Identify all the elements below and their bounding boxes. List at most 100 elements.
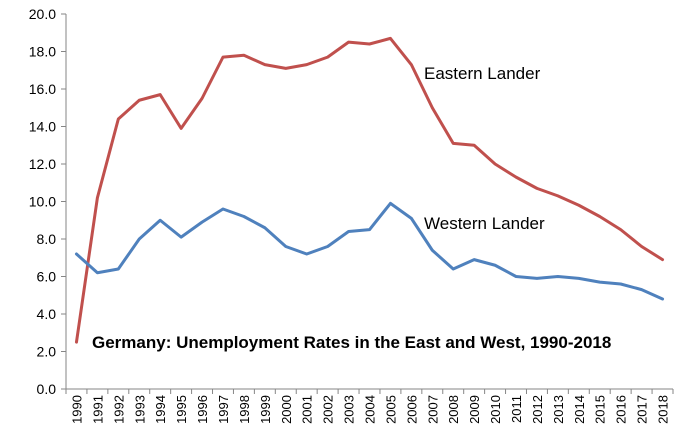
y-tick-label: 0.0 [37, 381, 57, 397]
eastern-data-point [284, 67, 287, 70]
eastern-data-point [117, 117, 120, 121]
eastern-data-point [158, 93, 162, 96]
y-tick-label: 20.0 [29, 6, 56, 22]
western-data-point [263, 226, 267, 229]
eastern-data-point [263, 63, 267, 66]
axes [61, 13, 674, 394]
x-tick-label: 1990 [69, 395, 84, 424]
eastern-data-point [75, 340, 78, 344]
y-tick-label: 10.0 [29, 194, 56, 210]
x-tick-label: 1991 [90, 395, 105, 424]
western-data-point [514, 275, 518, 278]
x-tick-label: 2012 [530, 395, 545, 424]
chart-title: Germany: Unemployment Rates in the East … [92, 333, 611, 352]
western-data-point [598, 280, 601, 284]
western-data-point [619, 282, 622, 286]
western-data-point [158, 219, 162, 222]
western-data-point [96, 271, 99, 274]
western-data-point [410, 217, 413, 220]
x-tick-label: 1993 [132, 395, 147, 424]
y-tick-label: 4.0 [37, 306, 57, 322]
y-tick-label: 16.0 [29, 81, 56, 97]
x-tick-label: 2006 [404, 395, 419, 424]
eastern-data-point [493, 162, 497, 166]
eastern-data-point [431, 106, 434, 109]
western-data-point [200, 220, 204, 224]
eastern-data-point [221, 55, 225, 59]
eastern-data-point [535, 187, 539, 190]
western-data-point [535, 277, 539, 280]
x-tick-label: 2018 [656, 395, 671, 424]
y-tick-label: 18.0 [29, 44, 56, 60]
western-data-point [493, 264, 497, 267]
western-data-point [221, 207, 225, 211]
x-tick-label: 2015 [593, 395, 608, 424]
eastern-data-point [389, 37, 392, 40]
western-data-point [284, 245, 287, 248]
western-data-point [452, 267, 455, 271]
x-tick-label: 1996 [195, 395, 210, 424]
western-data-point [389, 202, 392, 205]
y-tick-label: 2.0 [37, 344, 57, 360]
x-tick-label: 2013 [551, 395, 566, 424]
y-axis-tick-labels: 0.0 2.0 4.0 6.0 8.0 10.0 12.0 14.0 16.0 18.0 20.0 [29, 6, 56, 397]
western-data-point [640, 288, 643, 291]
x-axis-tick-labels: 1990 1991 1992 1993 1994 1995 1996 1997 1998 1999… [69, 395, 670, 424]
western-data-point [661, 297, 664, 301]
x-tick-label: 2008 [446, 395, 461, 424]
x-tick-label: 1992 [111, 395, 126, 424]
series-label-eastern: Eastern Lander [424, 64, 541, 83]
x-tick-label: 2004 [363, 395, 378, 424]
western-data-point [368, 228, 371, 231]
x-tick-label: 2010 [488, 395, 503, 424]
western-data-point [347, 230, 350, 233]
x-tick-label: 1997 [216, 395, 231, 424]
western-data-point [138, 237, 141, 241]
x-tick-label: 2007 [425, 395, 440, 424]
x-tick-label: 2002 [321, 395, 336, 424]
western-data-point [326, 245, 329, 248]
eastern-data-point [410, 63, 413, 66]
western-data-point [431, 249, 434, 252]
eastern-data-point [96, 196, 99, 199]
y-tick-label: 14.0 [29, 119, 56, 135]
y-tick-label: 8.0 [37, 231, 57, 247]
eastern-data-point [472, 144, 476, 147]
eastern-data-point [640, 245, 643, 248]
western-data-point [472, 258, 476, 261]
series-label-western: Western Lander [424, 214, 545, 233]
western-data-point [179, 235, 183, 239]
western-data-point [117, 267, 120, 271]
x-tick-label: 1999 [258, 395, 273, 424]
eastern-data-point [179, 127, 183, 130]
x-tick-label: 2016 [614, 395, 629, 424]
x-tick-label: 2009 [467, 395, 482, 424]
western-data-point [242, 215, 246, 218]
series-lines [74, 36, 665, 344]
eastern-data-point [577, 204, 581, 207]
eastern-data-point [619, 228, 622, 231]
eastern-data-point [242, 54, 246, 57]
eastern-data-point [368, 42, 371, 46]
western-data-point [556, 275, 560, 278]
eastern-data-point [514, 175, 518, 179]
western-data-point [577, 277, 581, 280]
eastern-data-point [305, 63, 308, 66]
y-tick-label: 6.0 [37, 269, 57, 285]
x-tick-label: 1995 [174, 395, 189, 424]
x-tick-label: 2003 [342, 395, 357, 424]
x-tick-label: 1994 [153, 395, 168, 424]
x-tick-label: 2001 [300, 395, 315, 424]
eastern-data-point [138, 99, 141, 102]
eastern-data-point [598, 215, 601, 218]
y-tick-label: 12.0 [29, 156, 56, 172]
western-data-point [75, 252, 78, 256]
x-tick-label: 2017 [635, 395, 650, 424]
eastern-data-point [347, 40, 350, 44]
series-line-eastern [74, 36, 665, 344]
x-tick-label: 2014 [572, 395, 587, 424]
x-tick-label: 2005 [383, 395, 398, 424]
eastern-data-point [452, 142, 455, 145]
series-line-western [74, 201, 665, 301]
